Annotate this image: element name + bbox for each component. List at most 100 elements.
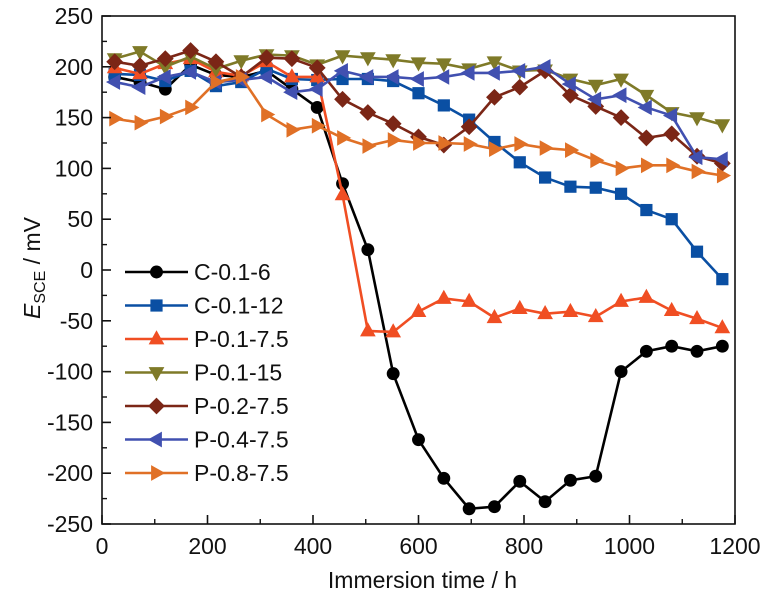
legend-label: P-0.1-7.5 — [194, 326, 289, 352]
data-point-square — [716, 273, 729, 286]
data-point-triangle-left — [561, 76, 576, 92]
y-axis-ticks: -250 -200 -150 -100 -50 0 50 100 150 200 250 — [47, 3, 111, 537]
y-tick-label: 200 — [55, 54, 93, 80]
data-point-triangle-up — [714, 319, 731, 334]
series-P-0.4-7.5 — [105, 58, 728, 168]
data-point-triangle-left — [511, 63, 526, 79]
data-point-diamond — [258, 49, 275, 67]
data-point-circle — [150, 265, 163, 279]
data-point-circle — [715, 339, 729, 353]
data-point-circle — [437, 471, 451, 485]
x-tick-label: 800 — [505, 533, 543, 559]
data-point-triangle-left — [485, 65, 500, 81]
data-point-triangle-right — [261, 106, 276, 123]
y-axis-title-subscript: SCE — [32, 271, 49, 304]
data-point-triangle-up — [537, 304, 553, 320]
data-point-circle — [614, 365, 628, 379]
data-point-triangle-right — [590, 152, 605, 169]
y-tick-label: -50 — [60, 308, 93, 334]
data-point-triangle-up — [638, 288, 655, 303]
data-point-triangle-right — [438, 135, 453, 151]
data-point-square — [539, 171, 552, 184]
data-point-triangle-right — [134, 114, 149, 131]
y-tick-label: 0 — [80, 257, 93, 283]
data-point-diamond — [106, 53, 124, 71]
data-point-diamond — [156, 50, 174, 68]
data-point-triangle-left — [637, 99, 652, 116]
legend-label: C-0.1-12 — [194, 293, 283, 319]
data-point-circle — [513, 474, 527, 488]
data-point-circle — [488, 500, 501, 514]
data-point-square — [513, 156, 526, 169]
data-point-triangle-left — [435, 69, 450, 85]
data-point-triangle-left — [409, 71, 424, 87]
data-point-triangle-right — [514, 136, 529, 152]
data-point-diamond — [612, 109, 630, 127]
data-point-circle — [462, 502, 476, 516]
data-point-triangle-up — [587, 308, 604, 323]
data-point-diamond — [207, 53, 225, 71]
data-point-triangle-down — [435, 58, 452, 73]
data-point-diamond — [182, 42, 200, 59]
legend: C-0.1-6 C-0.1-12 P-0.1-7.5 P-0.1-15 P-0.2-7.… — [125, 259, 289, 486]
data-point-triangle-down — [587, 79, 604, 94]
legend-item: P-0.2-7.5 — [125, 393, 289, 419]
x-tick-label: 200 — [188, 533, 226, 559]
data-point-circle — [690, 344, 704, 358]
legend-label: P-0.1-15 — [194, 360, 282, 386]
y-tick-label: -100 — [47, 359, 93, 385]
data-point-triangle-left — [460, 65, 475, 81]
data-point-triangle-right — [311, 117, 326, 134]
legend-item: P-0.8-7.5 — [125, 460, 289, 486]
data-point-triangle-right — [235, 69, 250, 85]
data-point-diamond — [562, 86, 579, 104]
data-point-triangle-right — [210, 74, 225, 90]
data-point-triangle-right — [109, 110, 124, 127]
data-point-diamond — [637, 129, 655, 147]
data-point-triangle-right — [159, 108, 175, 125]
data-point-triangle-down — [360, 52, 376, 67]
data-point-triangle-up — [284, 68, 300, 83]
data-point-triangle-left — [333, 63, 348, 79]
data-point-triangle-up — [511, 299, 528, 315]
data-point-triangle-up — [334, 186, 351, 201]
data-point-triangle-down — [334, 50, 351, 65]
data-point-diamond — [334, 90, 351, 108]
data-point-triangle-down — [638, 89, 655, 104]
data-point-square — [412, 87, 425, 100]
y-tick-label: 100 — [55, 155, 93, 181]
data-point-triangle-right — [640, 157, 656, 174]
legend-item: P-0.1-15 — [125, 360, 282, 386]
data-point-triangle-right — [716, 167, 732, 184]
data-point-square — [690, 245, 704, 258]
data-point-triangle-down — [689, 112, 705, 127]
data-point-triangle-down — [148, 367, 165, 382]
x-axis-title: Immersion time / h — [328, 567, 517, 593]
data-point-triangle-up — [486, 309, 503, 324]
data-point-triangle-up — [461, 292, 477, 307]
data-point-triangle-up — [410, 302, 427, 318]
data-point-triangle-right — [151, 465, 166, 481]
data-point-triangle-right — [615, 160, 630, 177]
y-tick-label: -200 — [47, 460, 93, 486]
legend-item: C-0.1-12 — [125, 293, 283, 319]
x-axis-ticks: 0 200 400 600 800 1000 1200 — [96, 515, 761, 559]
data-point-triangle-left — [147, 431, 162, 448]
data-point-diamond — [384, 115, 402, 133]
legend-item: P-0.1-7.5 — [125, 326, 289, 352]
series-P-0.8-7.5 — [109, 69, 732, 184]
data-point-triangle-right — [463, 136, 478, 152]
data-point-circle — [563, 473, 577, 487]
data-point-triangle-up — [385, 323, 402, 338]
data-point-diamond — [486, 88, 503, 106]
data-point-square — [665, 213, 678, 226]
data-point-triangle-right — [185, 99, 200, 116]
y-axis-title-main: E — [19, 303, 45, 319]
data-point-triangle-left — [612, 87, 627, 104]
y-tick-label: -250 — [47, 511, 93, 537]
legend-label: P-0.4-7.5 — [194, 427, 289, 453]
data-point-triangle-down — [613, 73, 629, 88]
data-point-square — [150, 299, 163, 312]
data-point-circle — [538, 495, 552, 509]
y-axis-title: ESCE / mV — [19, 216, 49, 319]
